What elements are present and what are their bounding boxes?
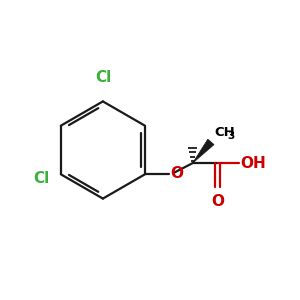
Text: O: O — [170, 166, 183, 181]
Text: Cl: Cl — [95, 70, 111, 85]
Text: 3: 3 — [227, 131, 234, 141]
Text: O: O — [211, 194, 224, 209]
Text: OH: OH — [240, 156, 266, 171]
Polygon shape — [193, 139, 214, 163]
Text: Cl: Cl — [33, 171, 49, 186]
Text: CH: CH — [214, 126, 235, 139]
